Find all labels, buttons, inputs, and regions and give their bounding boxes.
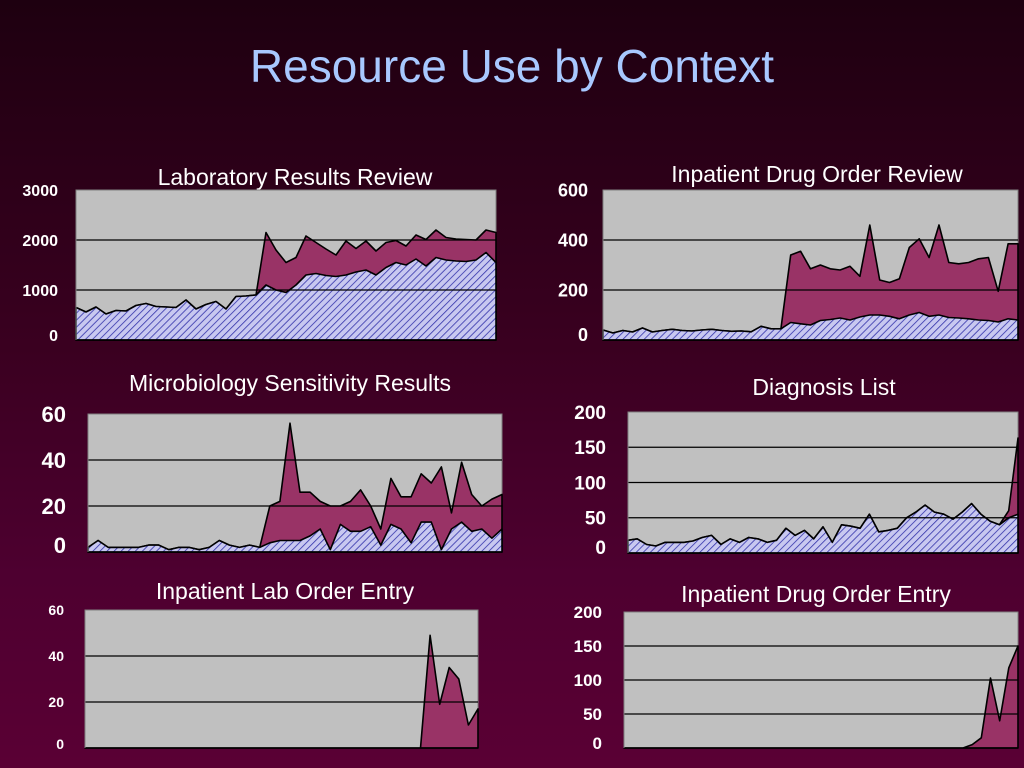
y-tick-label: 200	[574, 403, 606, 424]
series-area-base	[75, 251, 497, 341]
slide-title: Resource Use by Context	[249, 40, 775, 92]
y-tick-label: 2000	[22, 233, 58, 250]
y-tick-label: 3000	[22, 183, 58, 200]
y-tick-label: 0	[595, 538, 606, 559]
y-tick-label: 0	[54, 533, 66, 558]
y-tick-label: 0	[578, 325, 588, 345]
series-area-base	[602, 311, 1019, 341]
y-tick-label: 50	[585, 509, 606, 530]
chart-title: Inpatient Lab Order Entry	[156, 578, 415, 604]
chart-6: Inpatient Drug Order Entry 0 50 100 150 200	[574, 581, 1019, 753]
y-tick-label: 60	[42, 402, 66, 427]
y-tick-label: 100	[574, 473, 606, 494]
y-tick-label: 0	[56, 736, 64, 752]
y-tick-label: 0	[49, 328, 58, 345]
y-tick-label: 600	[558, 181, 588, 201]
y-tick-label: 150	[574, 637, 602, 656]
chart-title: Laboratory Results Review	[158, 164, 433, 190]
chart-1: Laboratory Results Review 0 1000 2000 3000	[22, 164, 497, 345]
y-tick-label: 0	[593, 734, 602, 753]
chart-3: Microbiology Sensitivity Results 0 20 40 60	[42, 370, 503, 558]
chart-2: Inpatient Drug Order Review 0 200 400 600	[558, 161, 1019, 345]
y-tick-label: 40	[48, 648, 64, 664]
y-tick-label: 50	[583, 705, 602, 724]
y-tick-label: 100	[574, 671, 602, 690]
chart-title: Inpatient Drug Order Entry	[681, 581, 951, 607]
chart-title: Microbiology Sensitivity Results	[129, 370, 451, 396]
series-area-base	[627, 502, 1019, 554]
y-tick-label: 60	[48, 602, 64, 618]
y-tick-label: 20	[48, 694, 64, 710]
y-tick-label: 150	[574, 438, 606, 459]
y-tick-label: 200	[574, 603, 602, 622]
plot-area	[84, 609, 479, 749]
chart-title: Diagnosis List	[752, 374, 896, 400]
series-area-base	[87, 521, 503, 553]
y-tick-label: 40	[42, 448, 66, 473]
y-tick-label: 200	[558, 281, 588, 301]
y-tick-label: 1000	[22, 283, 58, 300]
chart-4: Diagnosis List 0 50 100 150 200	[574, 374, 1019, 559]
y-tick-label: 400	[558, 231, 588, 251]
y-tick-label: 20	[42, 494, 66, 519]
chart-title: Inpatient Drug Order Review	[671, 161, 963, 187]
chart-5: Inpatient Lab Order Entry 0 20 40 60	[48, 578, 479, 752]
